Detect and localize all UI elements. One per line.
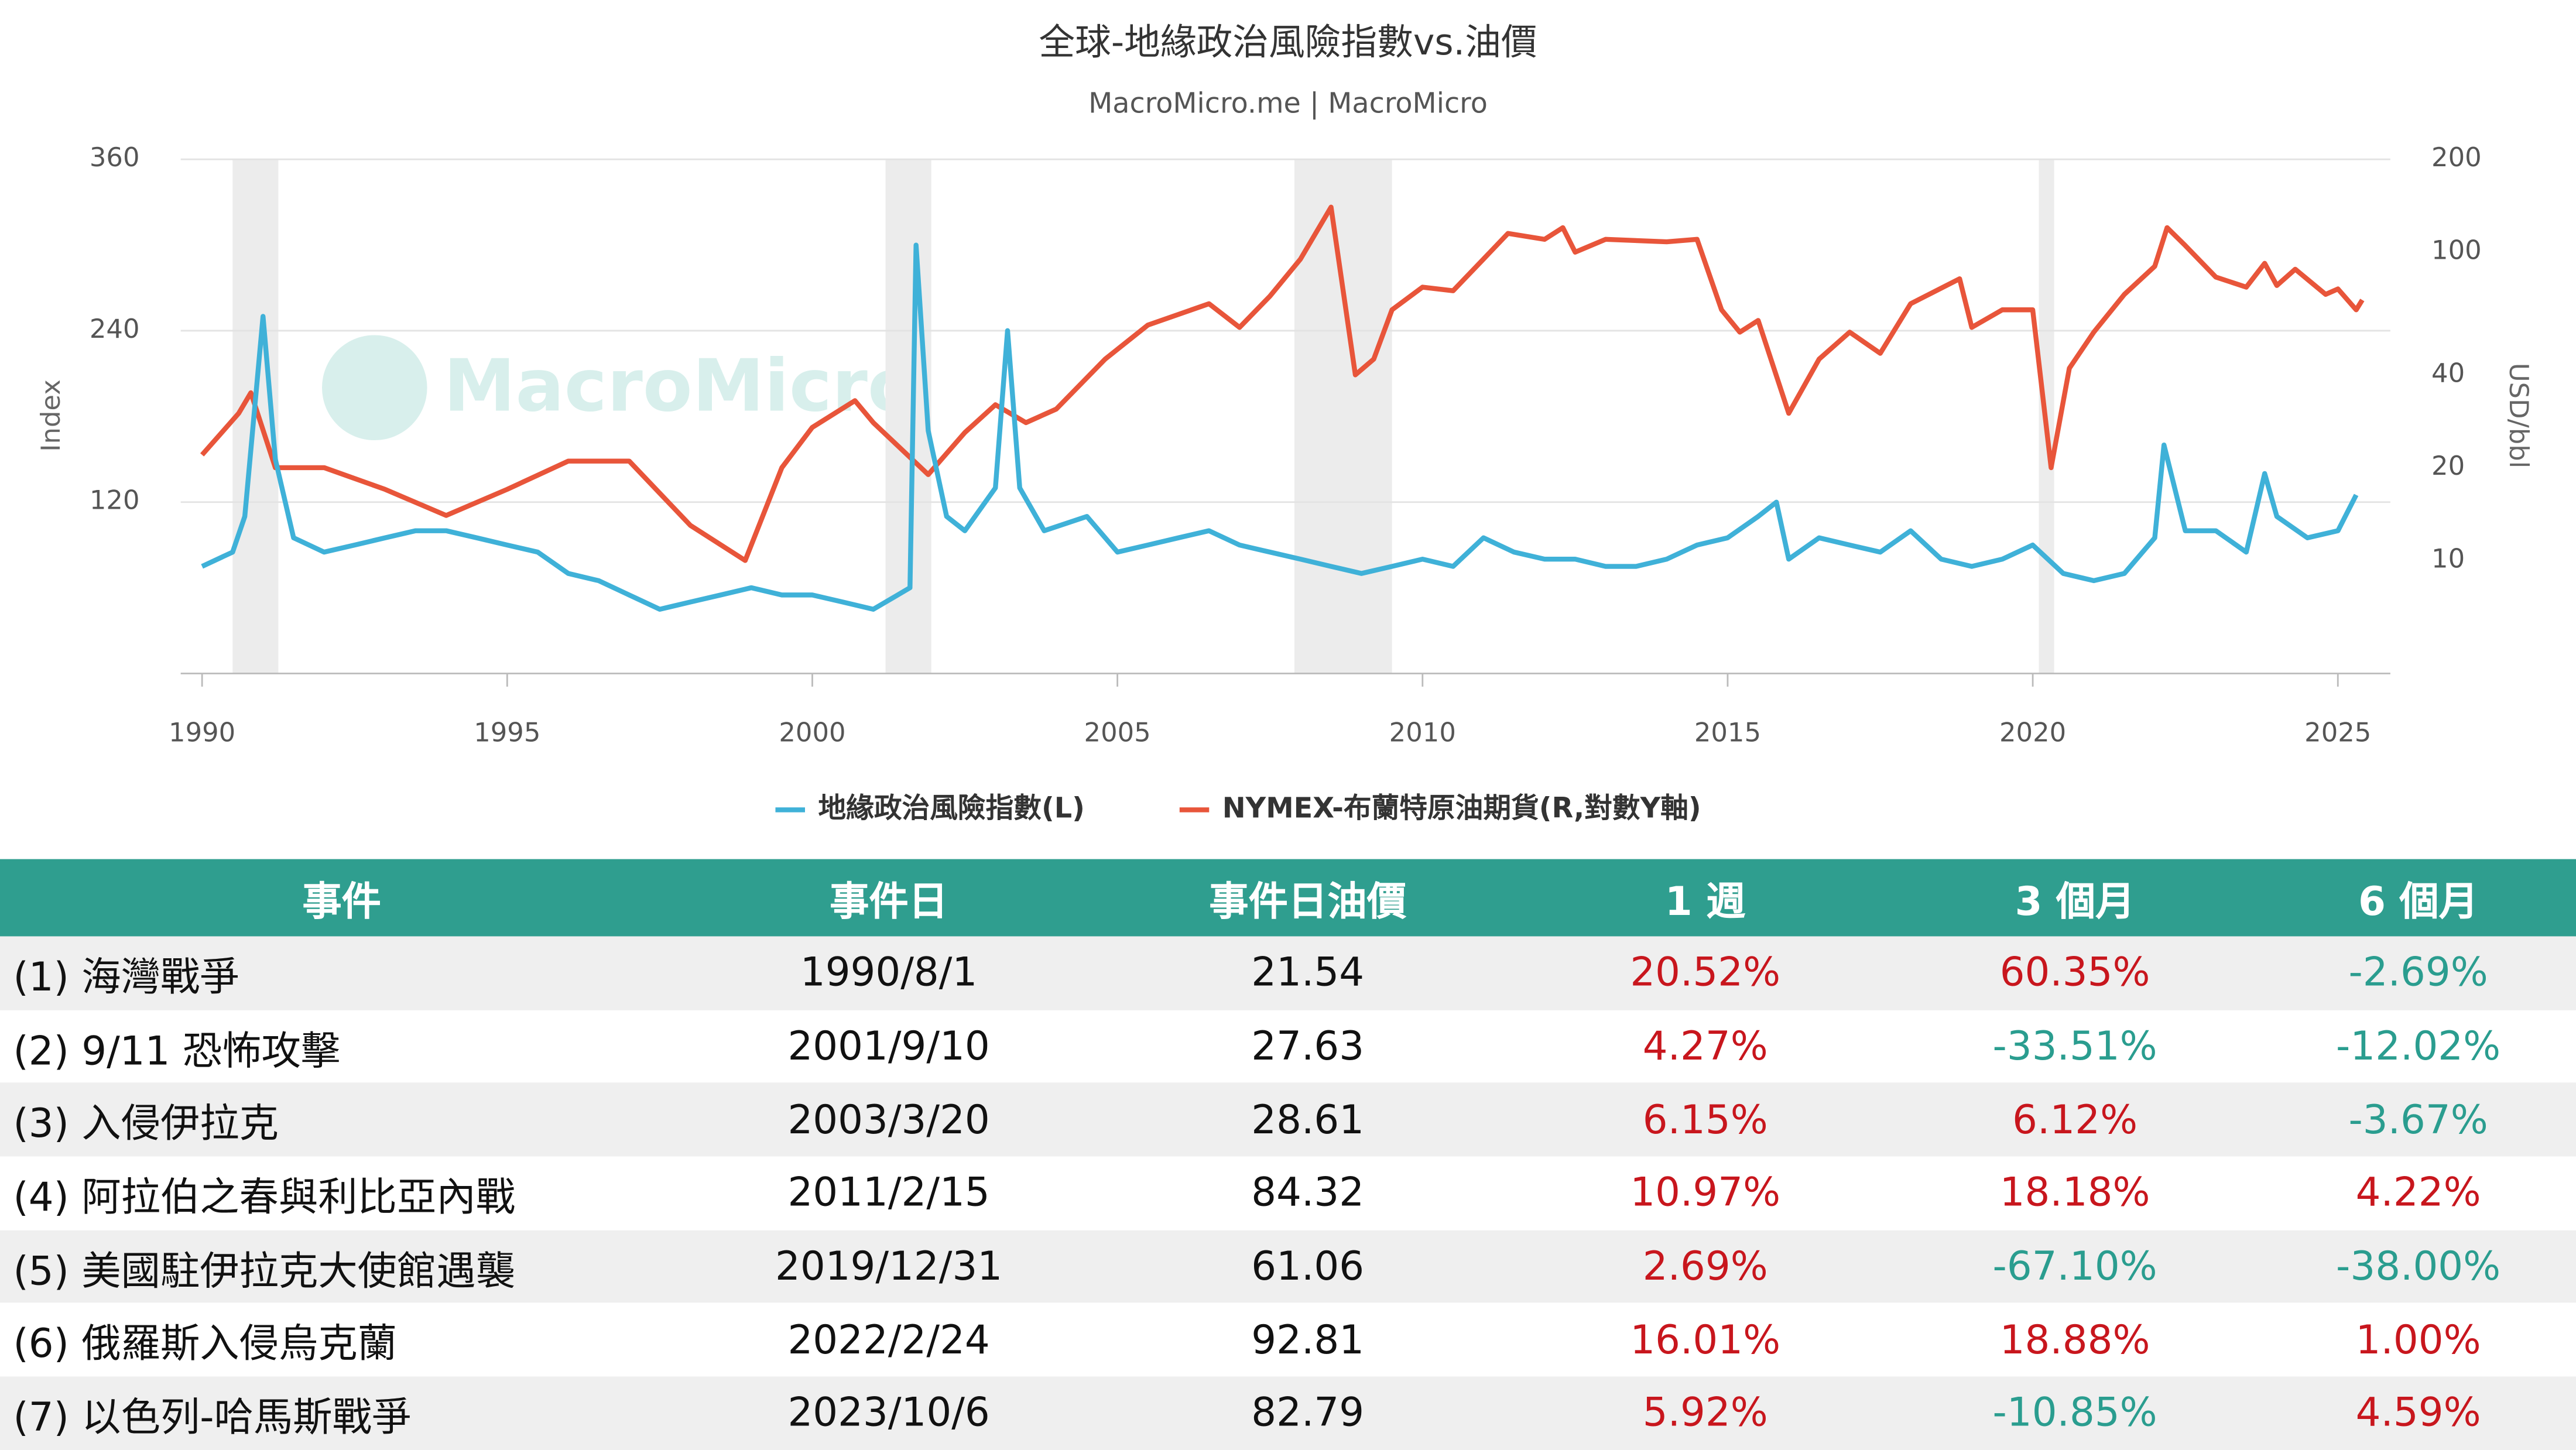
table-cell: (6) 俄羅斯入侵烏克蘭	[13, 1321, 398, 1367]
y2-axis-label: USD/bbl	[2503, 363, 2534, 468]
y2-tick-label: 10	[2431, 543, 2465, 574]
table-cell: 5.92%	[1642, 1390, 1768, 1437]
table-cell: 82.79	[1251, 1390, 1365, 1437]
x-tick-label: 1995	[474, 717, 540, 748]
table-cell: (1) 海灣戰爭	[13, 954, 239, 1000]
watermark-logo	[321, 335, 427, 441]
table-cell: (2) 9/11 恐怖攻擊	[13, 1027, 341, 1074]
table: 事件 事件日 事件日油價 1 週 3 個月 6 個月 (1) 海灣戰爭 1990/8/1 21.…	[0, 859, 2576, 1450]
chart-title: 全球-地緣政治風險指數vs.油價	[1039, 21, 1537, 63]
table-cell: (7) 以色列-哈馬斯戰爭	[13, 1394, 412, 1441]
chart: 全球-地緣政治風險指數vs.油價 MacroMicro.me | MacroMi…	[35, 21, 2534, 825]
x-tick-label: 2000	[779, 717, 845, 748]
y-tick-label: 120	[90, 485, 140, 516]
chart-subtitle: MacroMicro.me | MacroMicro	[1088, 88, 1488, 120]
table-cell: 6.15%	[1642, 1096, 1768, 1143]
table-cell: 84.32	[1251, 1170, 1365, 1216]
table-cell: -38.00%	[2336, 1243, 2501, 1290]
y2-tick-label: 200	[2431, 142, 2482, 173]
header-cell: 6 個月	[2358, 879, 2479, 925]
table-cell: 61.06	[1251, 1243, 1365, 1290]
table-cell: (5) 美國駐伊拉克大使館遇襲	[13, 1247, 516, 1294]
header-cell: 事件日	[830, 879, 948, 925]
legend-label: 地緣政治風險指數(L)	[818, 792, 1084, 824]
legend-label: NYMEX-布蘭特原油期貨(R,對數Y軸)	[1222, 792, 1701, 824]
table-row: (3) 入侵伊拉克 2003/3/20 28.61 6.15% 6.12% -3.67%	[0, 1083, 2576, 1157]
table-row: (7) 以色列-哈馬斯戰爭 2023/10/6 82.79 5.92% -10.85% 4…	[0, 1376, 2576, 1450]
y-tick-label: 240	[90, 313, 140, 344]
x-tick-label: 2020	[1999, 717, 2066, 748]
table-cell: 28.61	[1251, 1096, 1365, 1143]
table-row: (1) 海灣戰爭 1990/8/1 21.54 20.52% 60.35% -2.69%	[0, 936, 2576, 1010]
table-cell: 2.69%	[1642, 1243, 1768, 1290]
table-cell: 10.97%	[1630, 1170, 1781, 1216]
table-cell: -33.51%	[1992, 1023, 2157, 1069]
table-cell: 2011/2/15	[787, 1170, 990, 1216]
table-cell: 27.63	[1251, 1023, 1365, 1069]
watermark: MacroMicro	[444, 344, 917, 429]
table-cell: 21.54	[1251, 949, 1365, 996]
shaded-period	[1294, 159, 1392, 674]
table-cell: -10.85%	[1992, 1390, 2157, 1437]
header-cell: 事件日油價	[1209, 879, 1407, 925]
table-cell: 2003/3/20	[787, 1096, 990, 1143]
table-cell: -2.69%	[2348, 949, 2488, 996]
table-cell: 4.27%	[1642, 1023, 1768, 1069]
table-cell: (4) 阿拉伯之春與利比亞內戰	[13, 1174, 516, 1221]
table-cell: 92.81	[1251, 1317, 1365, 1363]
line-series	[201, 242, 2359, 612]
table-cell: 6.12%	[2012, 1096, 2138, 1143]
table-cell: 16.01%	[1630, 1317, 1781, 1363]
table-cell: 1990/8/1	[800, 949, 978, 996]
table-row: (4) 阿拉伯之春與利比亞內戰 2011/2/15 84.32 10.97% 18.18…	[0, 1157, 2576, 1230]
table-cell: -12.02%	[2336, 1023, 2501, 1069]
table-header: 事件 事件日 事件日油價 1 週 3 個月 6 個月	[0, 859, 2576, 937]
table-cell: -3.67%	[2348, 1096, 2488, 1143]
x-tick-label: 2005	[1084, 717, 1151, 748]
x-tick-label: 2015	[1694, 717, 1761, 748]
table-cell: 18.18%	[1999, 1170, 2150, 1216]
x-tick-label: 1990	[169, 717, 235, 748]
table-cell: 4.22%	[2355, 1170, 2481, 1216]
x-tick-label: 2025	[2304, 717, 2371, 748]
y2-tick-label: 40	[2431, 357, 2465, 388]
header-cell: 1 週	[1664, 879, 1746, 925]
table-row: (5) 美國駐伊拉克大使館遇襲 2019/12/31 61.06 2.69% -67.1…	[0, 1230, 2576, 1304]
header-cell: 事件	[302, 879, 382, 925]
table-cell: 1.00%	[2355, 1317, 2481, 1363]
table-cell: (3) 入侵伊拉克	[13, 1101, 279, 1147]
y2-tick-label: 20	[2431, 450, 2465, 481]
table-cell: 2001/9/10	[787, 1023, 990, 1069]
line-series	[200, 204, 2365, 563]
x-tick-label: 2010	[1389, 717, 1456, 748]
y2-tick-label: 100	[2431, 235, 2482, 266]
table-cell: 2022/2/24	[787, 1317, 990, 1363]
table-cell: 2023/10/6	[787, 1390, 990, 1437]
y-tick-label: 360	[90, 142, 140, 173]
y-axis-label: Index	[35, 379, 66, 452]
table-row: (6) 俄羅斯入侵烏克蘭 2022/2/24 92.81 16.01% 18.88% 1.…	[0, 1303, 2576, 1376]
header-cell: 3 個月	[2015, 879, 2135, 925]
table-cell: 20.52%	[1630, 949, 1781, 996]
table-cell: 18.88%	[1999, 1317, 2150, 1363]
table-row: (2) 9/11 恐怖攻擊 2001/9/10 27.63 4.27% -33.51% -…	[0, 1010, 2576, 1083]
table-cell: -67.10%	[1992, 1243, 2157, 1290]
table-cell: 4.59%	[2355, 1390, 2481, 1437]
table-cell: 60.35%	[1999, 949, 2150, 996]
table-cell: 2019/12/31	[775, 1243, 1003, 1290]
